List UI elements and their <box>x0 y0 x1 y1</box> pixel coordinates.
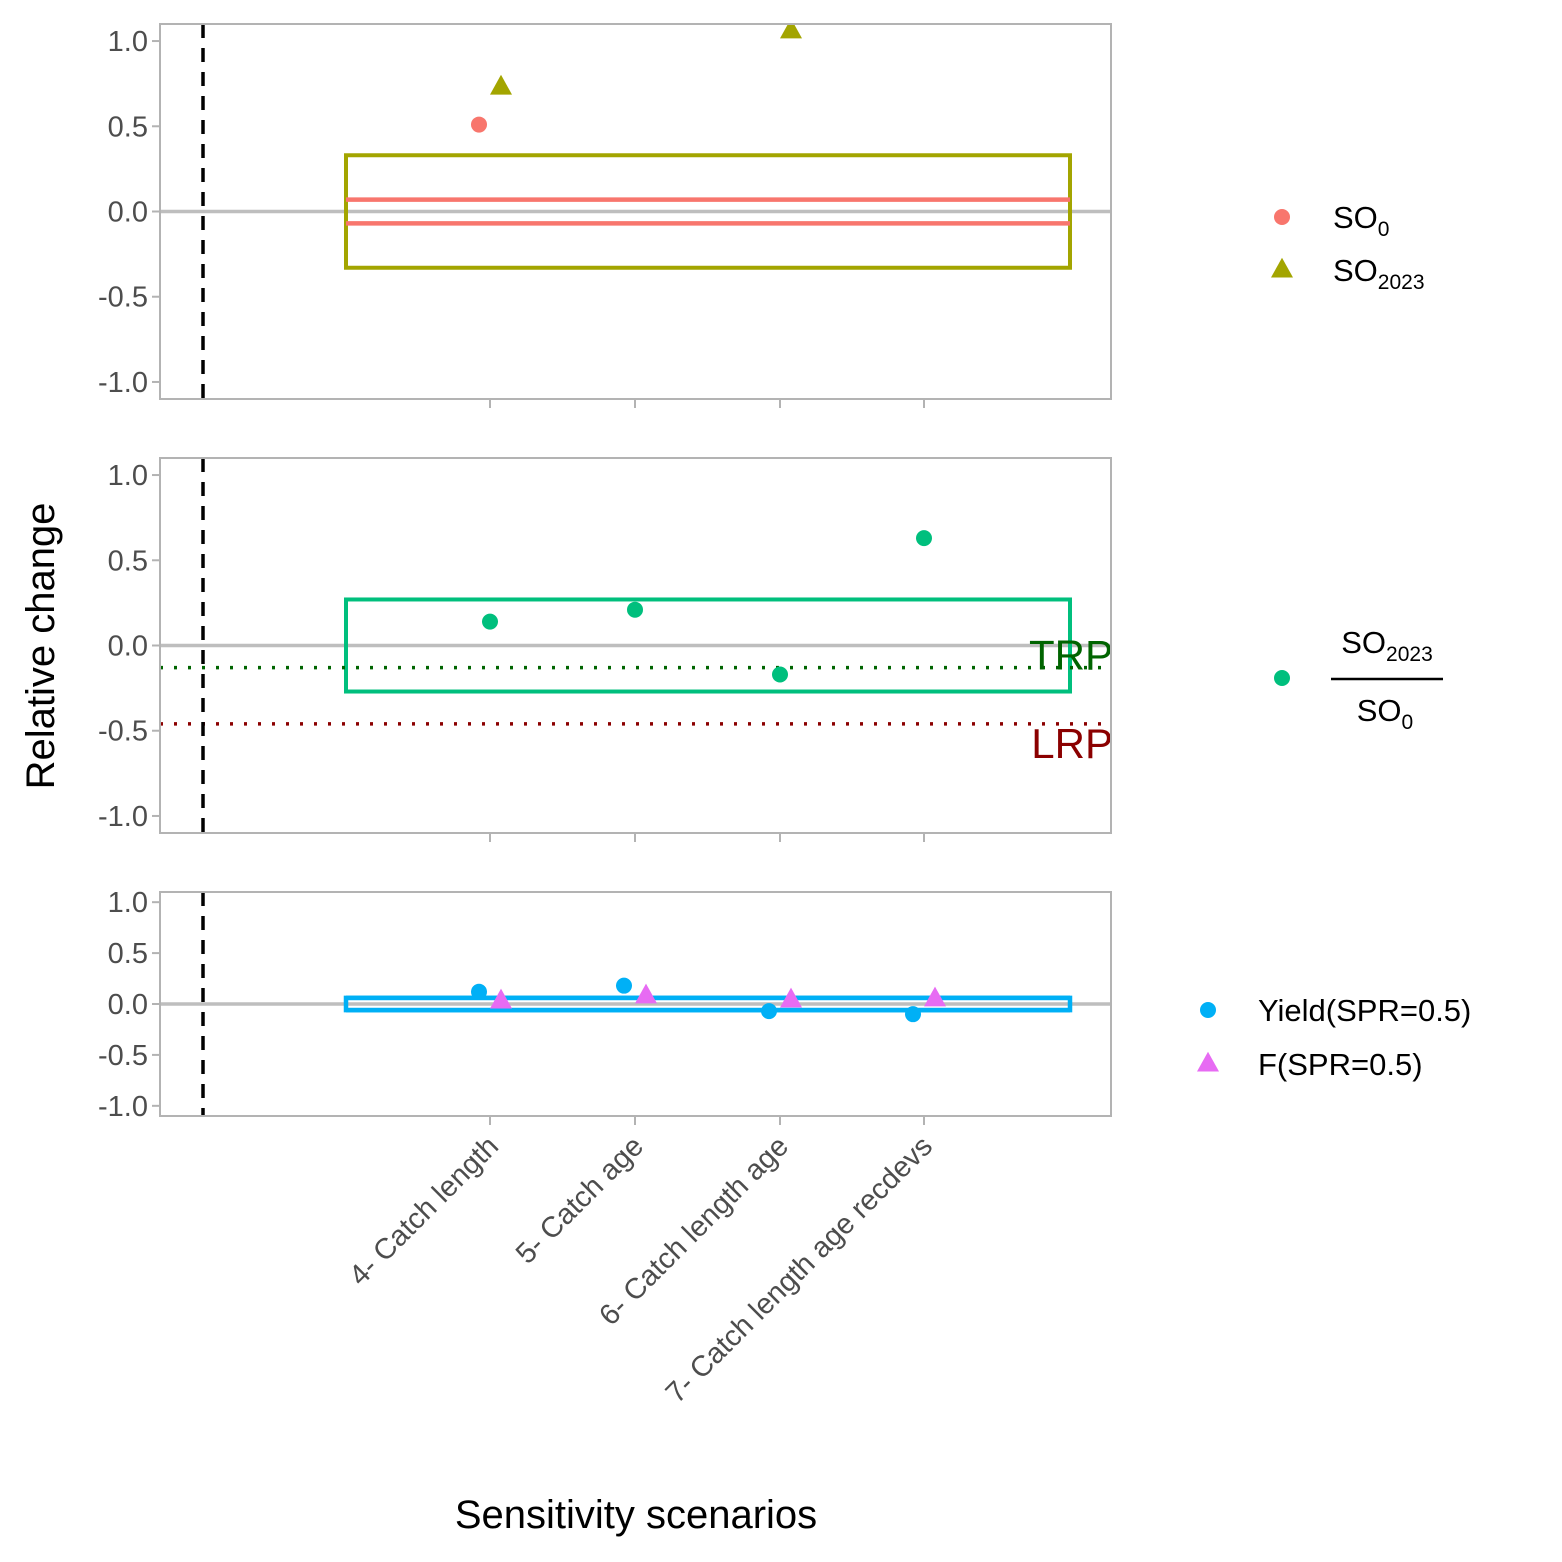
y-tick-label: -0.5 <box>98 1040 148 1072</box>
legend-key-circle <box>1274 670 1290 686</box>
data-point-circle <box>916 530 932 547</box>
y-axis-title: Relative change <box>19 503 63 790</box>
panel-border <box>159 457 1112 834</box>
y-tick-label: -1.0 <box>98 1091 148 1123</box>
panel-border <box>159 891 1112 1117</box>
band-box <box>344 153 1072 270</box>
data-point-triangle <box>924 986 946 1007</box>
legend-key-triangle <box>1197 1051 1219 1072</box>
legend-key-triangle <box>1271 257 1293 278</box>
reference-label-trp: TRP <box>1029 632 1113 679</box>
panel-depletion: 1.0 0.5 0.0 -0.5 -1.0 TRP LRP <box>98 457 1113 842</box>
legend-label: SO2023 <box>1333 253 1425 294</box>
x-axis-title: Sensitivity scenarios <box>455 1493 817 1537</box>
data-point-circle <box>471 983 487 1000</box>
data-point-circle <box>627 601 643 618</box>
y-tick-label: 1.0 <box>108 887 148 919</box>
legend-label: Yield(SPR=0.5) <box>1258 993 1471 1028</box>
panel-plot-area <box>160 24 1111 399</box>
legend-fraction-numerator: SO2023 <box>1341 625 1433 666</box>
legend-label: F(SPR=0.5) <box>1258 1047 1423 1082</box>
x-tick-label: 5- Catch age <box>510 1130 650 1270</box>
y-tick-label: -0.5 <box>98 282 148 314</box>
y-tick-label: -1.0 <box>98 801 148 833</box>
band-box <box>344 597 1072 694</box>
data-point-circle <box>772 666 788 683</box>
y-tick-label: 0.0 <box>108 631 148 663</box>
y-tick-label: 0.0 <box>108 989 148 1021</box>
panel-plot-area <box>160 892 1111 1116</box>
panel-spawning-output: 1.0 0.5 0.0 -0.5 -1.0 <box>98 23 1112 408</box>
panel-yield-f: 1.0 0.5 0.0 -0.5 -1.0 <box>98 887 1112 1125</box>
panel-border <box>159 23 1112 400</box>
y-tick-label: 0.5 <box>108 545 148 577</box>
data-point-triangle <box>780 987 802 1008</box>
y-tick-label: -1.0 <box>98 367 148 399</box>
legend-key-circle <box>1200 1002 1216 1018</box>
data-point-circle <box>905 1006 921 1023</box>
data-point-triangle <box>490 988 512 1009</box>
x-tick-label: 4- Catch length <box>343 1130 505 1292</box>
legend-key-circle <box>1274 209 1290 225</box>
data-point-circle <box>482 613 498 630</box>
data-point-circle <box>471 116 487 133</box>
data-point-circle <box>616 977 632 994</box>
data-point-triangle <box>490 74 512 95</box>
legend-fraction-denominator: SO0 <box>1357 693 1413 734</box>
reference-label-lrp: LRP <box>1031 720 1113 767</box>
panel-plot-area <box>160 458 1111 833</box>
data-point-circle <box>761 1003 777 1020</box>
data-point-triangle <box>635 983 657 1004</box>
y-tick-label: 0.0 <box>108 197 148 229</box>
y-tick-label: 0.5 <box>108 938 148 970</box>
data-point-triangle <box>780 24 802 39</box>
y-tick-label: -0.5 <box>98 716 148 748</box>
band-box <box>343 995 1073 1013</box>
legend-label: SO0 <box>1333 200 1389 241</box>
y-tick-label: 1.0 <box>108 26 148 58</box>
x-tick-label: 7- Catch length age recdevs <box>660 1130 939 1409</box>
y-tick-label: 1.0 <box>108 460 148 492</box>
y-tick-label: 0.5 <box>108 111 148 143</box>
